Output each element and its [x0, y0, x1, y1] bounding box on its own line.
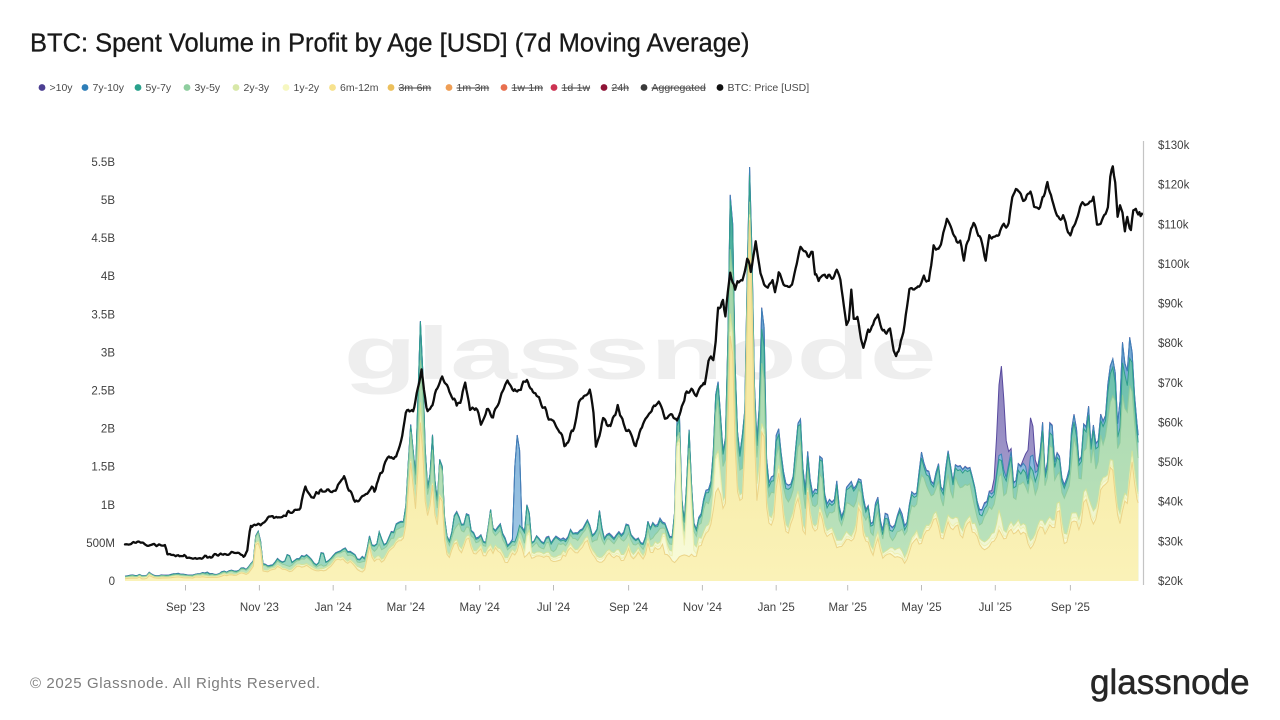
- svg-text:Nov ’24: Nov ’24: [683, 602, 723, 614]
- svg-text:$40k: $40k: [1158, 497, 1183, 509]
- svg-text:glassnode: glassnode: [344, 313, 937, 395]
- svg-text:6m-12m: 6m-12m: [340, 82, 379, 94]
- svg-text:Jan ’25: Jan ’25: [758, 602, 795, 614]
- svg-text:1m-3m: 1m-3m: [457, 82, 490, 94]
- svg-text:BTC: Spent Volume in Profit by: BTC: Spent Volume in Profit by Age [USD]…: [30, 30, 750, 58]
- svg-text:$120k: $120k: [1158, 180, 1190, 192]
- svg-text:$100k: $100k: [1158, 259, 1190, 271]
- svg-text:Jul ’25: Jul ’25: [979, 602, 1012, 614]
- svg-text:3B: 3B: [101, 347, 115, 359]
- svg-text:2B: 2B: [101, 424, 115, 436]
- svg-text:glassnode: glassnode: [1090, 663, 1250, 702]
- svg-text:Sep ’25: Sep ’25: [1051, 602, 1090, 614]
- svg-text:May ’25: May ’25: [901, 602, 941, 614]
- svg-text:1w-1m: 1w-1m: [512, 82, 544, 94]
- svg-text:0: 0: [109, 576, 115, 588]
- svg-text:1y-2y: 1y-2y: [294, 82, 320, 94]
- svg-text:5B: 5B: [101, 195, 115, 207]
- svg-text:$110k: $110k: [1158, 219, 1189, 231]
- svg-text:© 2025 Glassnode. All Rights R: © 2025 Glassnode. All Rights Reserved.: [30, 675, 321, 692]
- svg-text:4B: 4B: [101, 271, 115, 283]
- svg-text:$70k: $70k: [1158, 378, 1183, 390]
- svg-text:Sep ’23: Sep ’23: [166, 602, 205, 614]
- svg-text:1B: 1B: [101, 500, 115, 512]
- svg-text:7y-10y: 7y-10y: [93, 82, 125, 94]
- svg-text:24h: 24h: [612, 82, 630, 94]
- svg-text:3m-6m: 3m-6m: [399, 82, 432, 94]
- svg-text:$60k: $60k: [1158, 418, 1183, 430]
- svg-text:1.5B: 1.5B: [91, 462, 115, 474]
- svg-text:$50k: $50k: [1158, 457, 1183, 469]
- svg-text:5y-7y: 5y-7y: [146, 82, 172, 94]
- svg-text:Aggregated: Aggregated: [652, 82, 706, 94]
- svg-text:5.5B: 5.5B: [91, 157, 115, 169]
- svg-text:1d-1w: 1d-1w: [562, 82, 591, 94]
- svg-text:Jul ’24: Jul ’24: [537, 602, 571, 614]
- svg-text:3y-5y: 3y-5y: [195, 82, 221, 94]
- svg-text:BTC: Price [USD]: BTC: Price [USD]: [728, 82, 810, 94]
- svg-text:$30k: $30k: [1158, 536, 1183, 548]
- svg-text:Sep ’24: Sep ’24: [609, 602, 649, 614]
- svg-text:>10y: >10y: [50, 82, 74, 94]
- svg-text:3.5B: 3.5B: [91, 309, 115, 321]
- svg-text:Nov ’23: Nov ’23: [240, 602, 279, 614]
- svg-text:4.5B: 4.5B: [91, 233, 115, 245]
- svg-text:$80k: $80k: [1158, 338, 1183, 350]
- svg-text:$130k: $130k: [1158, 140, 1190, 152]
- svg-text:Mar ’24: Mar ’24: [387, 602, 426, 614]
- svg-text:2.5B: 2.5B: [91, 386, 115, 398]
- svg-text:Jan ’24: Jan ’24: [315, 602, 353, 614]
- svg-text:$90k: $90k: [1158, 299, 1183, 311]
- svg-text:Mar ’25: Mar ’25: [829, 602, 867, 614]
- svg-text:2y-3y: 2y-3y: [244, 82, 270, 94]
- svg-text:$20k: $20k: [1158, 576, 1183, 588]
- svg-text:500M: 500M: [86, 538, 115, 550]
- svg-text:May ’24: May ’24: [460, 602, 501, 614]
